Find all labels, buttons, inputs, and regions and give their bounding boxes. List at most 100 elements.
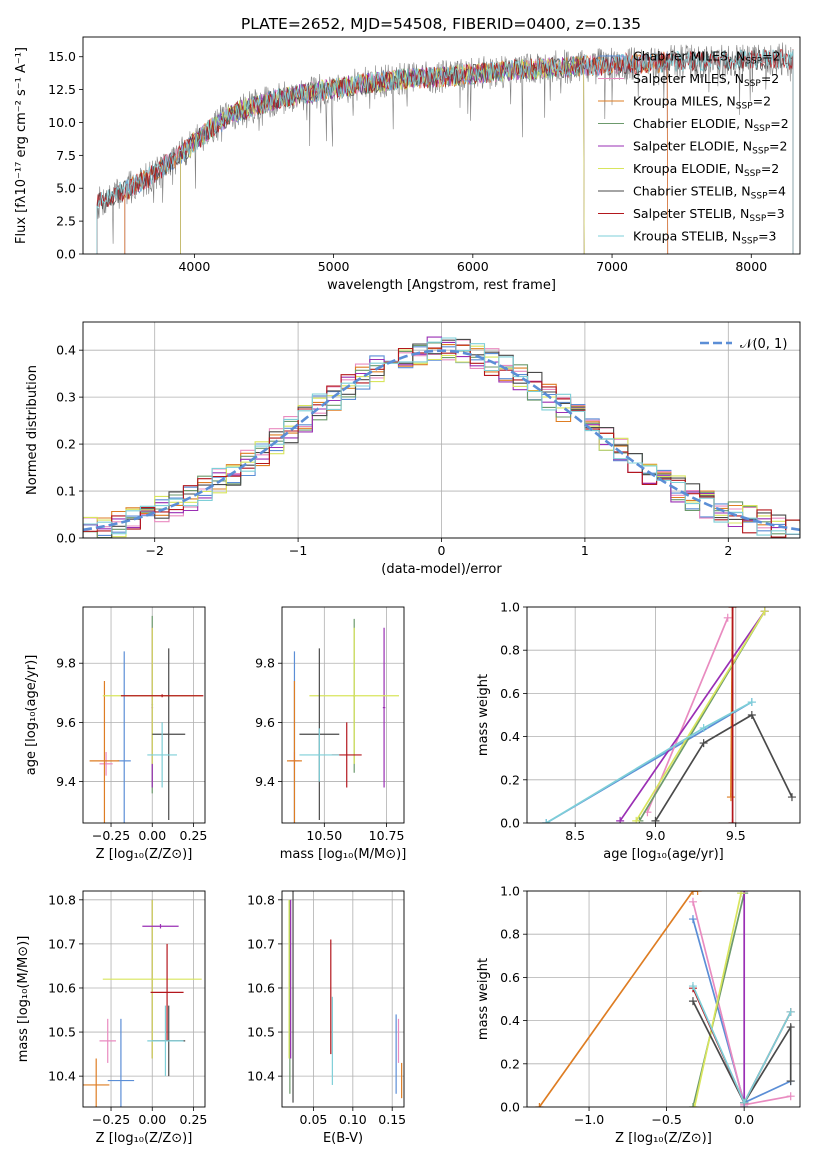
y-tick-label: 0.3: [56, 390, 76, 405]
legend-nssp: =2: [761, 161, 779, 176]
legend-label-chabrier_elodie: Chabrier ELODIE, NSSP=2: [633, 116, 789, 134]
y-tick-label: 9.8: [255, 656, 275, 671]
legend-label-chabrier_miles: Chabrier MILES, NSSP=2: [633, 49, 781, 67]
legend-label-salpeter_miles: Salpeter MILES, NSSP=2: [633, 71, 779, 89]
weight-marker-salpeter_miles: [688, 897, 697, 906]
y-tick-label: 0.1: [56, 484, 76, 499]
x-tick-label: 4000: [178, 259, 210, 274]
x-tick-label: 8.5: [565, 828, 585, 843]
weight-line-chabrier_stelib: [654, 713, 793, 822]
weight-marker-kroupa_elodie: [760, 607, 769, 616]
legend-nssp: =2: [761, 71, 779, 86]
y-axis-label: Normed distribution: [25, 365, 40, 495]
weight-marker-chabrier_stelib: [651, 816, 660, 823]
x-tick-label: −0.25: [92, 828, 130, 843]
x-tick-label: 10.75: [369, 828, 405, 843]
y-tick-label: 10.5: [247, 1025, 275, 1040]
y-axis-label: mass [log₁₀(M/M⊙)]: [16, 936, 31, 1063]
panel-z_age: −0.25 0.00 0.25 9.4 9.6 9.8 Z [log₁₀(Z/Z⊙)] age…: [24, 606, 208, 862]
y-axis-label: mass weight: [476, 958, 491, 1040]
legend-subscript: SSP: [741, 237, 758, 247]
legend-subscript: SSP: [749, 214, 766, 224]
panel-spectrum: 4000 5000 6000 7000 8000 0.0 2.5 5.0 7.5 10.0 12.5…: [14, 36, 801, 293]
model-spectrum-salpeter_stelib: [96, 48, 794, 254]
weight-marker-kroupa_miles: [535, 1103, 544, 1107]
residual-histogram-kroupa_stelib: [83, 337, 800, 538]
y-tick-label: 0.6: [500, 970, 520, 985]
y-tick-label: 9.6: [255, 715, 275, 730]
y-tick-label: 0.0: [500, 816, 520, 831]
y-tick-label: 10.8: [247, 892, 275, 907]
y-tick-label: 0.0: [56, 247, 76, 262]
weight-marker-salpeter_miles: [723, 613, 732, 622]
x-tick-label: 7000: [596, 259, 628, 274]
legend-label-chabrier_stelib: Chabrier STELIB, NSSP=4: [633, 184, 786, 202]
y-tick-label: 2.5: [56, 214, 76, 229]
plot-area: [542, 607, 796, 823]
weight-marker-salpeter_elodie: [616, 816, 625, 823]
x-axis-label: wavelength [Angstrom, rest frame]: [327, 278, 556, 293]
x-tick-label: 0.10: [339, 1112, 367, 1127]
plot-area: [83, 336, 800, 538]
axes-frame: [82, 606, 206, 824]
legend-label-normal: 𝒩(0, 1): [740, 337, 787, 352]
y-tick-label: 10.4: [247, 1069, 275, 1084]
y-tick-label: 0.6: [500, 686, 520, 701]
x-tick-label: 0.25: [180, 828, 208, 843]
weight-marker-chabrier_miles: [688, 915, 697, 924]
weight-marker-kroupa_miles: [726, 793, 735, 802]
x-tick-label: 0.0: [734, 1112, 754, 1127]
weight-marker-salpeter_stelib: [728, 607, 737, 611]
weight-marker-kroupa_stelib: [747, 698, 756, 707]
legend-nssp: =2: [770, 116, 788, 131]
y-tick-label: 0.4: [500, 729, 520, 744]
weight-marker-chabrier_stelib: [747, 711, 756, 719]
weight-line-kroupa_miles: [538, 891, 698, 1107]
weight-marker-kroupa_stelib: [786, 1007, 795, 1016]
x-axis-label: Z [log₁₀(Z/Z⊙)]: [96, 847, 193, 862]
weight-marker-chabrier_elodie: [688, 1103, 697, 1107]
normal-curve: [83, 349, 800, 532]
legend-subscript: SSP: [751, 192, 768, 202]
weight-marker-kroupa_stelib: [542, 819, 551, 823]
y-tick-label: 10.6: [247, 980, 275, 995]
weight-marker-chabrier_stelib: [688, 997, 697, 1006]
panel-age_weight: 8.5 9.0 9.5 0.0 0.2 0.4 0.6 0.8 1.0 age [log₁₀(ag…: [476, 600, 801, 862]
x-tick-label: −2: [145, 543, 163, 558]
figure-title: PLATE=2652, MJD=54508, FIBERID=0400, z=0…: [241, 15, 641, 33]
weight-line-chabrier_stelib: [692, 1000, 792, 1105]
y-tick-label: 0.8: [500, 927, 520, 942]
y-tick-label: 0.0: [56, 531, 76, 546]
x-tick-label: 8000: [735, 259, 767, 274]
weight-marker-kroupa_elodie: [737, 891, 746, 898]
model-spectrum-kroupa_stelib: [96, 49, 794, 254]
y-tick-label: 10.6: [48, 980, 76, 995]
y-tick-label: 15.0: [48, 49, 76, 64]
legend-label-kroupa_stelib: Kroupa STELIB, NSSP=3: [633, 229, 777, 247]
weight-marker-chabrier_stelib: [699, 739, 708, 748]
y-tick-label: 9.4: [56, 774, 76, 789]
axes-frame: [526, 606, 801, 824]
plot-area: [89, 615, 204, 823]
weight-marker-kroupa_miles: [688, 891, 697, 895]
x-tick-label: −1.0: [574, 1112, 604, 1127]
weight-marker-kroupa_stelib: [740, 1098, 749, 1107]
legend-subscript: SSP: [753, 124, 770, 134]
plot-area: [96, 42, 794, 254]
x-tick-label: 0.00: [138, 828, 166, 843]
legend-label-salpeter_elodie: Salpeter ELODIE, NSSP=2: [633, 139, 787, 157]
legend-nssp: =3: [758, 229, 776, 244]
legend-nssp: =2: [762, 49, 780, 64]
x-tick-label: 0.05: [300, 1112, 328, 1127]
y-tick-label: 0.8: [500, 643, 520, 658]
y-tick-label: 0.2: [500, 1056, 520, 1071]
legend-nssp: =3: [766, 206, 784, 221]
y-tick-label: 12.5: [48, 82, 76, 97]
plot-area: [288, 891, 403, 1103]
x-axis-label: (data-model)/error: [381, 562, 502, 577]
panel-z_weight: −1.0 −0.5 0.0 0.0 0.2 0.4 0.6 0.8 1.0 Z [log₁₀(Z/…: [476, 884, 801, 1146]
weight-line-salpeter_elodie: [619, 610, 766, 822]
legend-label-salpeter_stelib: Salpeter STELIB, NSSP=3: [633, 206, 785, 224]
weight-marker-salpeter_miles: [786, 1092, 795, 1101]
